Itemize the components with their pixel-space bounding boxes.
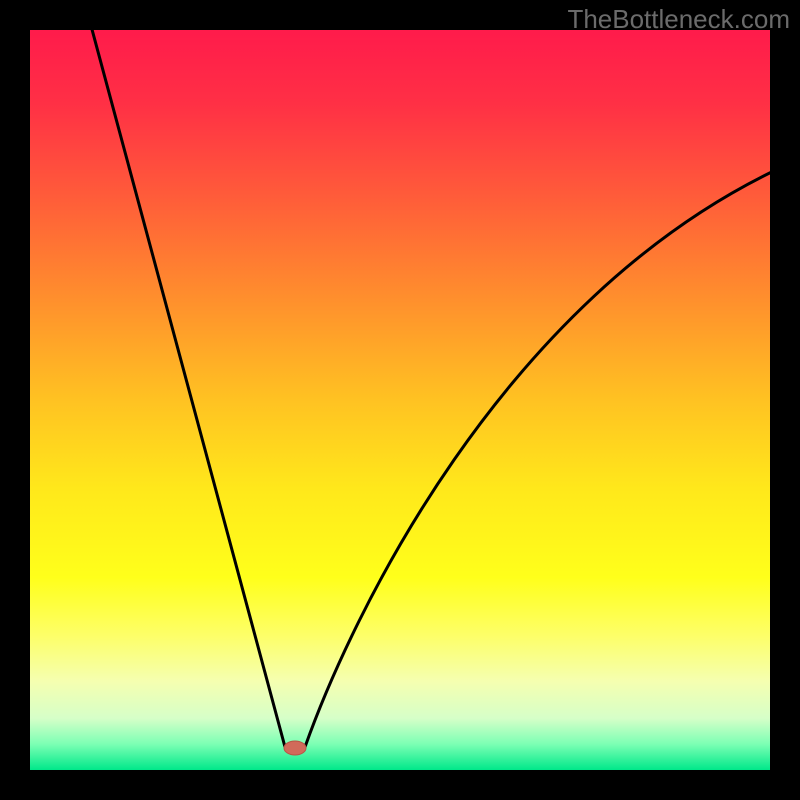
watermark-text: TheBottleneck.com [567,4,790,35]
optimal-point-marker [284,741,306,755]
chart-background [30,30,770,770]
bottleneck-chart [0,0,800,800]
chart-frame: TheBottleneck.com [0,0,800,800]
